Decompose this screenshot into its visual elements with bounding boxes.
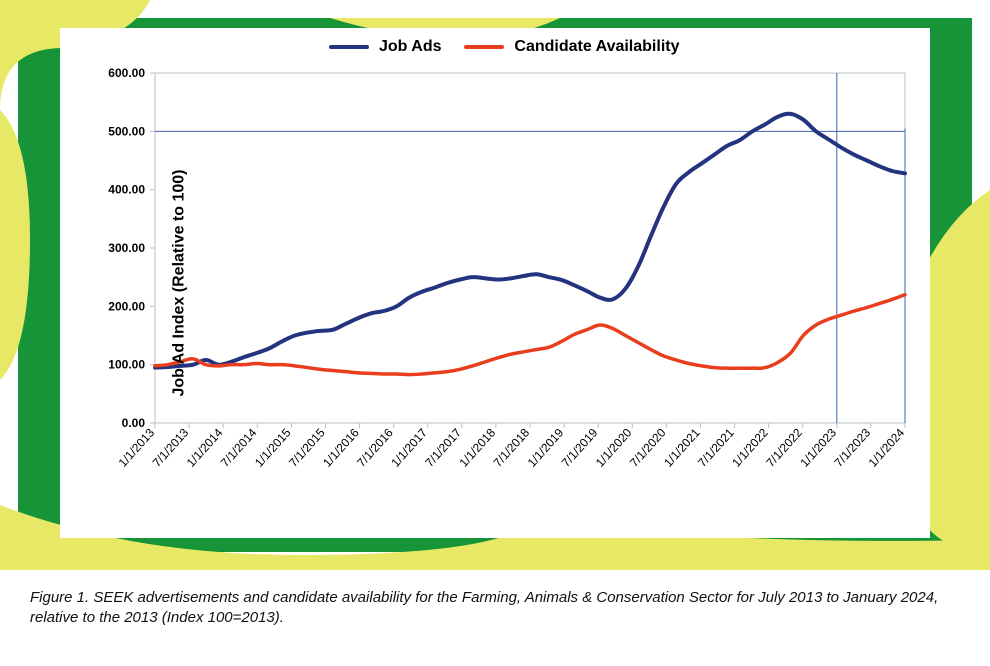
svg-text:7/1/2019: 7/1/2019 [559,425,601,469]
svg-text:200.00: 200.00 [108,299,145,313]
svg-text:1/1/2015: 1/1/2015 [252,425,294,469]
svg-text:7/1/2013: 7/1/2013 [150,425,192,469]
svg-text:100.00: 100.00 [108,358,145,372]
svg-text:7/1/2023: 7/1/2023 [831,425,873,469]
chart-legend: Job Ads Candidate Availability [60,38,930,56]
svg-text:7/1/2020: 7/1/2020 [627,425,669,469]
svg-text:1/1/2021: 1/1/2021 [661,425,703,469]
svg-text:300.00: 300.00 [108,241,145,255]
svg-text:1/1/2018: 1/1/2018 [456,425,498,469]
svg-text:400.00: 400.00 [108,183,145,197]
svg-text:1/1/2020: 1/1/2020 [593,425,635,469]
svg-text:7/1/2022: 7/1/2022 [763,425,805,469]
figure-caption: Figure 1. SEEK advertisements and candid… [30,588,960,629]
legend-label-candidate-availability: Candidate Availability [514,38,679,55]
svg-text:7/1/2014: 7/1/2014 [218,425,260,469]
svg-text:7/1/2021: 7/1/2021 [695,425,737,469]
svg-text:500.00: 500.00 [108,124,145,138]
svg-text:1/1/2024: 1/1/2024 [866,425,908,469]
legend-swatch-candidate-availability [464,45,504,49]
svg-text:1/1/2019: 1/1/2019 [525,425,567,469]
svg-text:7/1/2016: 7/1/2016 [354,425,396,469]
svg-text:1/1/2014: 1/1/2014 [184,425,226,469]
svg-text:1/1/2013: 1/1/2013 [116,425,158,469]
svg-text:1/1/2023: 1/1/2023 [797,425,839,469]
svg-text:7/1/2015: 7/1/2015 [286,425,328,469]
svg-text:7/1/2018: 7/1/2018 [491,425,533,469]
svg-text:1/1/2016: 1/1/2016 [320,425,362,469]
svg-text:1/1/2022: 1/1/2022 [729,425,771,469]
svg-text:0.00: 0.00 [122,416,146,430]
decorative-frame: Job Ads Candidate Availability Job Ad In… [0,0,990,570]
y-axis-label: Job Ad Index (Relative to 100) [171,169,189,396]
legend-swatch-job-ads [329,45,369,49]
chart-card: Job Ads Candidate Availability Job Ad In… [60,28,930,538]
svg-text:1/1/2017: 1/1/2017 [388,425,430,469]
line-chart: 0.00 100.00 200.00 300.00 400.00 500.00 600.00… [60,28,930,538]
svg-text:600.00: 600.00 [108,66,145,80]
legend-label-job-ads: Job Ads [379,38,442,55]
svg-text:7/1/2017: 7/1/2017 [422,425,464,469]
